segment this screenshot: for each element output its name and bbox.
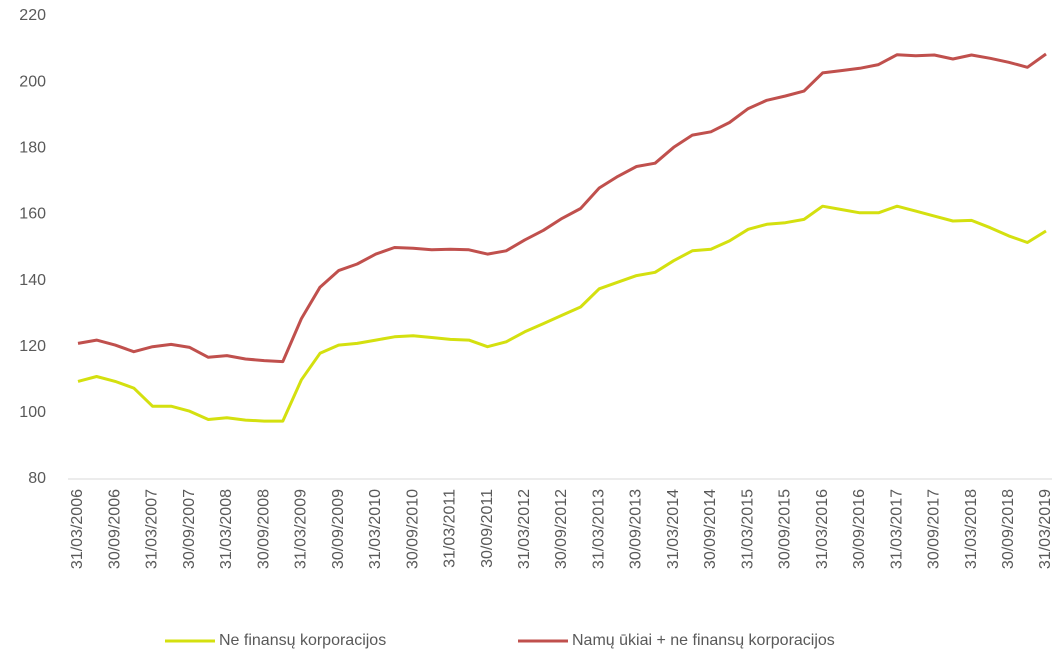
x-tick-label: 31/03/2012 [516,489,533,569]
x-tick-label: 31/03/2016 [814,489,831,569]
series-line [77,52,1047,364]
x-tick-label: 31/03/2017 [888,489,905,569]
x-tick-label: 30/09/2012 [553,489,570,569]
legend-label: Ne finansų korporacijos [219,632,386,649]
x-tick-label: 31/03/2013 [590,489,607,569]
y-tick-label: 180 [19,140,46,157]
x-tick-label: 31/03/2014 [665,489,682,569]
x-tick-label: 30/09/2011 [479,489,496,568]
y-tick-label: 100 [19,404,46,421]
x-tick-label: 31/03/2019 [1037,489,1054,569]
legend-label: Namų ūkiai + ne finansų korporacijos [572,632,835,649]
x-tick-label: 30/09/2010 [404,489,421,569]
x-tick-label: 31/03/2007 [144,489,161,569]
x-tick-label: 31/03/2015 [739,489,756,569]
x-tick-label: 30/09/2009 [330,489,347,569]
x-tick-label: 30/09/2016 [851,489,868,569]
y-tick-label: 220 [19,7,46,24]
x-tick-label: 31/03/2008 [218,489,235,569]
y-tick-label: 80 [28,470,46,487]
x-tick-label: 31/03/2006 [69,489,86,569]
y-tick-label: 120 [19,338,46,355]
y-tick-label: 160 [19,206,46,223]
x-tick-label: 30/09/2015 [777,489,794,569]
x-tick-label: 30/09/2006 [106,489,123,569]
x-tick-label: 30/09/2018 [1000,489,1017,569]
x-tick-label: 30/09/2007 [181,489,198,569]
x-tick-label: 30/09/2013 [628,489,645,569]
y-tick-label: 140 [19,272,46,289]
x-tick-label: 31/03/2009 [293,489,310,569]
x-tick-label: 30/09/2017 [926,489,943,569]
x-tick-label: 30/09/2014 [702,489,719,569]
x-tick-label: 31/03/2010 [367,489,384,569]
series-line [77,204,1047,423]
x-tick-label: 31/03/2011 [442,489,459,568]
x-tick-label: 31/03/2018 [963,489,980,569]
x-tick-label: 30/09/2008 [255,489,272,569]
y-tick-label: 200 [19,73,46,90]
